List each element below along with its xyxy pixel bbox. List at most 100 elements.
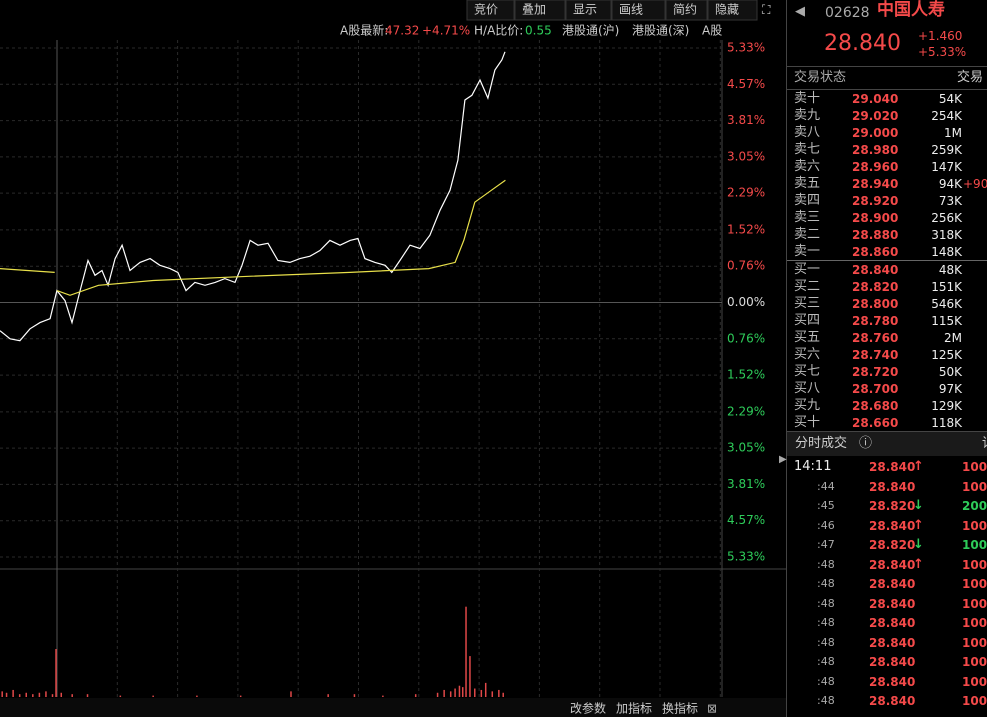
trade-time: 14:11 [794, 459, 832, 474]
stock-name: 中国人寿 [877, 0, 945, 20]
level-price: 28.720 [852, 364, 899, 379]
trade-price: 28.840 [869, 616, 916, 630]
volume-bar [1, 691, 3, 697]
trade-arrow: ↑ [913, 459, 924, 474]
volume-bar [45, 691, 47, 697]
volume-bar [71, 694, 73, 697]
level-price: 28.960 [852, 160, 899, 175]
trade-arrow: ↓ [913, 537, 924, 552]
trade-volume: 1000 [962, 655, 987, 669]
trade-volume: 1000 [962, 577, 987, 591]
toolbar-label[interactable]: 显示 [573, 3, 597, 17]
toolbar-button[interactable] [707, 0, 758, 21]
toolbar-button[interactable] [611, 0, 666, 21]
level-price: 28.800 [852, 296, 899, 311]
level-price: 28.940 [852, 177, 899, 192]
toolbar-label[interactable]: 叠加 [522, 3, 546, 17]
trade-volume: 1000 [962, 479, 987, 494]
close-icon[interactable]: ⊠ [707, 702, 717, 716]
volume-bar [38, 692, 41, 697]
bottom-button[interactable]: 加指标 [616, 701, 652, 716]
level-price: 28.980 [852, 143, 899, 158]
trade-time: :47 [817, 538, 835, 551]
toolbar-button[interactable] [665, 0, 708, 21]
info-icon[interactable]: ⓘ [859, 436, 873, 451]
bottom-bar [0, 698, 786, 717]
trade-volume: 1000 [962, 616, 987, 630]
toolbar-label[interactable]: 简约 [673, 2, 697, 17]
volume-bar [290, 691, 292, 697]
trade-time: :48 [817, 674, 835, 688]
level-label: 买十 [794, 414, 821, 430]
volume-bar [480, 689, 483, 697]
info-a-label: A股最新: [340, 23, 388, 38]
bottom-button[interactable]: 改参数 [570, 701, 606, 716]
toolbar-label[interactable]: 竞价 [474, 3, 498, 17]
level-volume: 256K [931, 211, 962, 226]
level-price: 28.760 [852, 330, 899, 345]
price-line [0, 51, 506, 342]
volume-bar [55, 649, 57, 697]
trade-price: 28.840 [869, 577, 916, 591]
level-price: 28.660 [852, 415, 899, 430]
settings-icon[interactable]: ⛶ [761, 3, 771, 17]
level-price: 29.040 [852, 92, 899, 106]
back-icon[interactable]: ◀ [795, 4, 805, 19]
toolbar-label[interactable]: 隐藏 [715, 3, 739, 17]
quote-panel: ◀ 02628 中国人寿 28.840 +1.460 +5.33% 交易状态 交… [786, 0, 987, 717]
info-ha-label: H/A比价: [474, 24, 523, 38]
trade-volume: 1000 [962, 596, 987, 611]
volume-bar [25, 692, 28, 697]
level-price: 28.860 [852, 245, 899, 260]
y-tick-label: 4.57% [727, 513, 765, 527]
status-label: 交易状态 [794, 70, 847, 85]
trade-time: :48 [817, 616, 835, 629]
toolbar-button[interactable] [514, 0, 566, 21]
divider [787, 260, 987, 261]
level-volume: 115K [931, 313, 962, 328]
trade-price: 28.840 [869, 635, 916, 650]
level-volume: 1M [944, 126, 962, 141]
level-label: 买六 [794, 346, 821, 362]
volume-bar [382, 695, 384, 697]
level-label: 卖二 [794, 227, 821, 243]
info-link2[interactable]: 港股通(深) [632, 24, 689, 38]
toolbar-button[interactable] [565, 0, 612, 21]
volume-bar [443, 689, 445, 697]
more-link[interactable]: 详 [982, 436, 987, 452]
level-label: 买八 [794, 380, 821, 396]
info-a-change: +4.71% [422, 24, 470, 38]
status-value: 交易 [957, 70, 984, 85]
volume-bar [469, 656, 471, 697]
level-label: 买三 [794, 295, 821, 311]
trade-volume: 1000 [962, 518, 987, 533]
trade-volume: 1000 [962, 538, 987, 552]
volume-bar [60, 692, 63, 697]
volume-bar [474, 688, 476, 697]
toolbar-button[interactable] [466, 0, 515, 21]
trade-time: :48 [817, 694, 835, 707]
trade-volume: 2000 [962, 499, 987, 513]
level-label: 买五 [794, 329, 821, 345]
trade-time: :48 [817, 655, 835, 668]
level-volume: 97K [938, 381, 962, 396]
level-label: 卖六 [794, 159, 821, 175]
trade-time: :46 [817, 518, 835, 532]
level-extra: +900 [963, 177, 987, 192]
divider [787, 66, 987, 67]
info-link1[interactable]: 港股通(沪) [562, 24, 619, 38]
trade-price: 28.840 [869, 479, 916, 494]
volume-bar [51, 694, 54, 697]
collapse-icon[interactable]: ▶ [779, 454, 787, 465]
y-tick-label: 3.05% [727, 149, 765, 163]
trade-time: :48 [817, 635, 835, 649]
info-link3[interactable]: A股 [702, 24, 722, 38]
y-tick-label: 2.29% [727, 186, 765, 200]
last-price: 28.840 [824, 31, 901, 56]
trade-price: 28.840 [869, 694, 916, 708]
bottom-button[interactable]: 换指标 [662, 701, 698, 716]
level-volume: 546K [931, 296, 962, 311]
y-tick-label: 5.33% [727, 41, 765, 55]
toolbar-label[interactable]: 画线 [619, 3, 643, 17]
volume-bar [119, 695, 122, 697]
